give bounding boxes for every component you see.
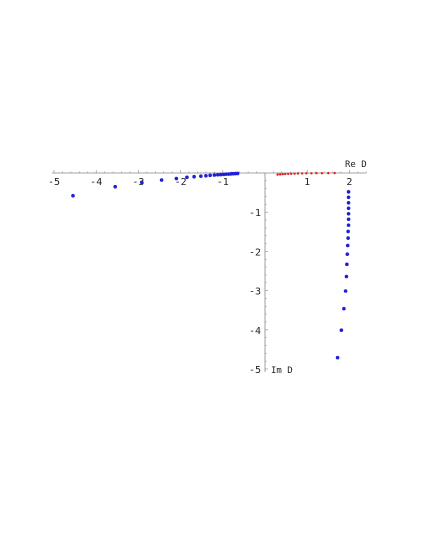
data-points [71,171,351,360]
y-tick-label: -3 [249,287,261,298]
data-point [293,172,296,175]
data-point [278,173,282,176]
data-point [276,173,279,176]
data-point [159,178,164,182]
data-point [305,172,308,175]
data-point [345,252,350,256]
data-point [192,174,196,179]
data-point [300,172,304,175]
data-point [208,173,212,178]
x-tick-label: -1 [217,177,229,188]
data-point [71,193,75,198]
data-point [113,184,117,189]
data-point [346,229,350,234]
x-tick-label: -3 [132,177,144,188]
y-tick-label: -4 [249,326,261,337]
data-point [212,173,217,177]
data-point [174,176,179,181]
data-point [199,174,203,178]
data-point [346,211,351,216]
data-point [346,206,351,211]
data-point [345,262,349,267]
axes [52,172,367,372]
data-point [235,171,240,176]
data-point [346,200,351,205]
x-tick-label: -5 [48,177,60,188]
data-point [346,190,351,194]
data-point [320,171,324,175]
x-tick-label: -4 [90,177,102,188]
x-tick-label: 1 [304,177,310,188]
x-axis-label: Re D [345,160,367,170]
x-tick-label: -2 [175,177,187,188]
data-point [344,274,349,279]
data-point [218,172,223,177]
x-tick-label: 2 [346,177,352,188]
data-point [335,355,340,360]
data-point [204,173,208,178]
y-tick-label: -2 [249,247,261,258]
data-point [281,172,284,176]
data-point [346,217,351,222]
data-point [343,289,348,293]
data-point [287,172,290,176]
data-point [296,172,300,175]
data-point [345,243,350,248]
data-point [310,172,313,175]
data-point [342,306,346,311]
data-point [315,171,318,175]
y-tick-label: -5 [249,365,261,376]
data-point [346,223,351,227]
ticks: -5 -4 -3 -2 -1 1 2 -1 -2 -3 -4 -5 [48,170,367,376]
data-point [139,180,144,185]
data-point [215,172,220,177]
y-axis-label: Im D [271,366,293,376]
data-point [289,172,293,175]
data-point [333,171,336,175]
data-point [346,236,350,240]
data-point [327,171,330,175]
data-point [346,195,351,200]
data-point [339,328,344,332]
data-point [185,175,189,180]
y-tick-label: -1 [249,208,261,219]
data-point [284,172,287,176]
